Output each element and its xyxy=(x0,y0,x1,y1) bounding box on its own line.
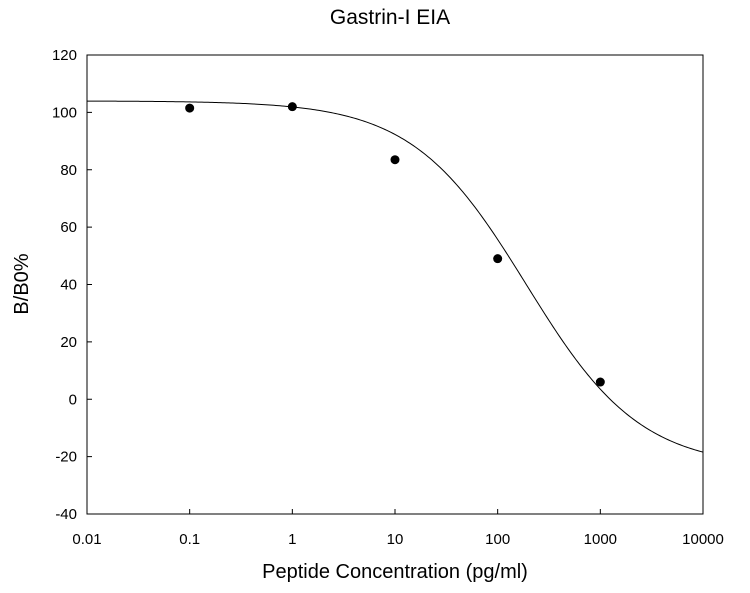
x-axis: 0.01 0.1 1 10 100 1000 10000 xyxy=(72,509,724,548)
data-point xyxy=(493,254,503,264)
data-point xyxy=(595,377,605,387)
y-tick-label: 20 xyxy=(60,334,77,351)
x-axis-title: Peptide Concentration (pg/ml) xyxy=(262,561,528,583)
y-tick-label: 40 xyxy=(60,277,77,294)
y-tick-label: 60 xyxy=(60,219,77,236)
data-point xyxy=(287,102,297,112)
x-tick-label: 1000 xyxy=(584,531,617,548)
chart-title: Gastrin-I EIA xyxy=(330,6,450,29)
y-tick-label: -40 xyxy=(55,506,77,523)
y-axis: -40 -20 0 20 40 60 80 100 120 xyxy=(52,47,92,523)
x-tick-label: 0.1 xyxy=(179,531,200,548)
x-tick-label: 1 xyxy=(288,531,296,548)
y-tick-label: 0 xyxy=(69,391,77,408)
x-tick-label: 100 xyxy=(485,531,510,548)
x-tick-label: 10000 xyxy=(682,531,724,548)
y-tick-label: -20 xyxy=(55,449,77,466)
fitted-curve xyxy=(87,100,704,453)
y-axis-title: B/B0% xyxy=(11,253,33,314)
data-point xyxy=(390,155,400,165)
y-tick-label: 100 xyxy=(52,104,77,121)
y-tick-label: 80 xyxy=(60,162,77,179)
x-tick-label: 0.01 xyxy=(72,531,101,548)
y-tick-label: 120 xyxy=(52,47,77,64)
data-point xyxy=(185,103,195,113)
data-points xyxy=(185,102,605,387)
plot-frame xyxy=(86,54,704,515)
x-tick-label: 10 xyxy=(387,531,404,548)
